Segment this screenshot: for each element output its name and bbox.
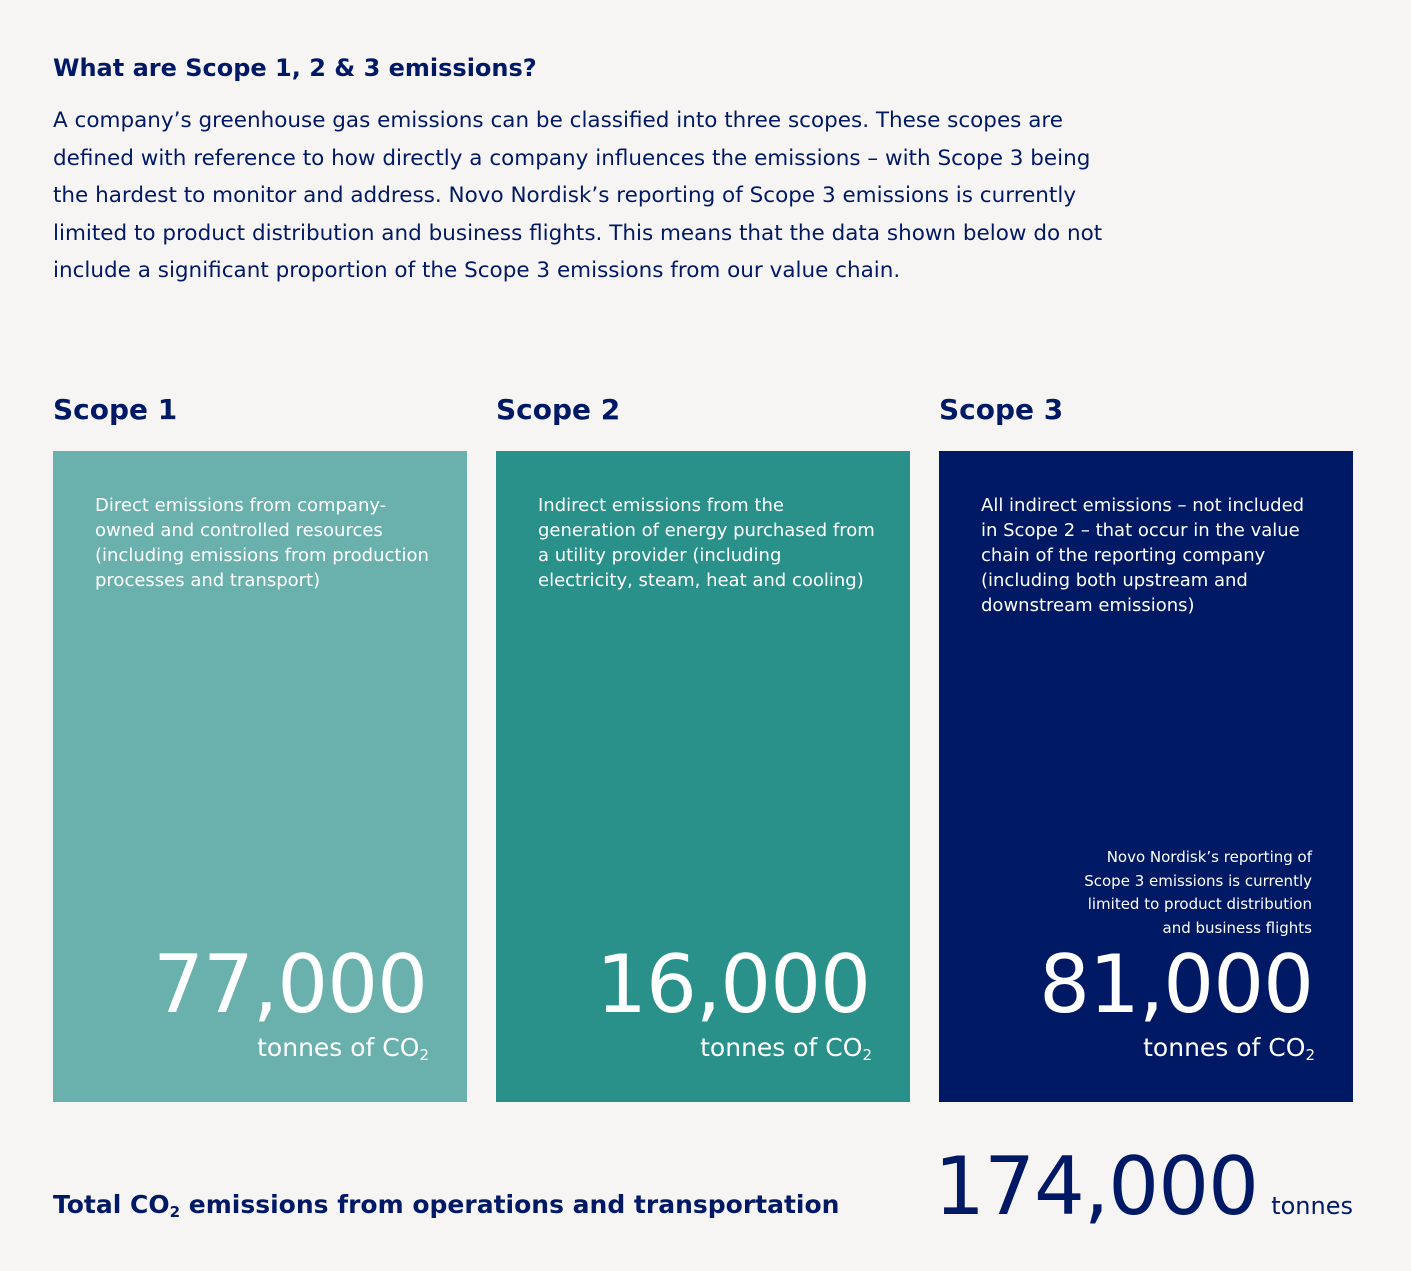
scope-3-heading: Scope 3 bbox=[939, 393, 1064, 426]
scope-2-heading: Scope 2 bbox=[496, 393, 621, 426]
scope-2-unit: tonnes of CO2 bbox=[700, 1032, 872, 1071]
scope-1-box: Direct emissions from company-owned and … bbox=[53, 451, 467, 1102]
scope-3-box: All indirect emissions – not included in… bbox=[939, 451, 1353, 1102]
total-label-suffix: emissions from operations and transporta… bbox=[180, 1190, 840, 1219]
scope-1-description: Direct emissions from company-owned and … bbox=[95, 495, 429, 591]
scope-2-unit-subscript: 2 bbox=[862, 1046, 872, 1064]
intro-heading: What are Scope 1, 2 & 3 emissions? bbox=[53, 54, 537, 82]
scope-2-description: Indirect emissions from the generation o… bbox=[538, 495, 875, 591]
scope-3-unit-subscript: 2 bbox=[1305, 1046, 1315, 1064]
intro-text: A company’s greenhouse gas emissions can… bbox=[53, 108, 1103, 284]
total-value: 174,000 bbox=[934, 1140, 1259, 1233]
scope-3-unit: tonnes of CO2 bbox=[1143, 1032, 1315, 1071]
scope-3-unit-text: tonnes of CO bbox=[1143, 1033, 1306, 1062]
scope-3-value: 81,000 bbox=[1039, 938, 1314, 1031]
total-label-prefix: Total CO bbox=[53, 1190, 170, 1219]
scope-2-unit-text: tonnes of CO bbox=[700, 1033, 863, 1062]
scope-1-unit-subscript: 2 bbox=[419, 1046, 429, 1064]
scope-3-note: Novo Nordisk’s reporting of Scope 3 emis… bbox=[1084, 848, 1312, 937]
scope-1-unit: tonnes of CO2 bbox=[257, 1032, 429, 1071]
scope-1-value: 77,000 bbox=[153, 938, 428, 1031]
scope-1-unit-text: tonnes of CO bbox=[257, 1033, 420, 1062]
scope-1-heading: Scope 1 bbox=[53, 393, 178, 426]
scope-2-value: 16,000 bbox=[596, 938, 871, 1031]
total-unit: tonnes bbox=[1271, 1192, 1353, 1220]
total-label-subscript: 2 bbox=[169, 1203, 181, 1221]
scope-3-description: All indirect emissions – not included in… bbox=[981, 495, 1305, 616]
total-label: Total CO2 emissions from operations and … bbox=[53, 1190, 839, 1221]
scope-2-box: Indirect emissions from the generation o… bbox=[496, 451, 910, 1102]
